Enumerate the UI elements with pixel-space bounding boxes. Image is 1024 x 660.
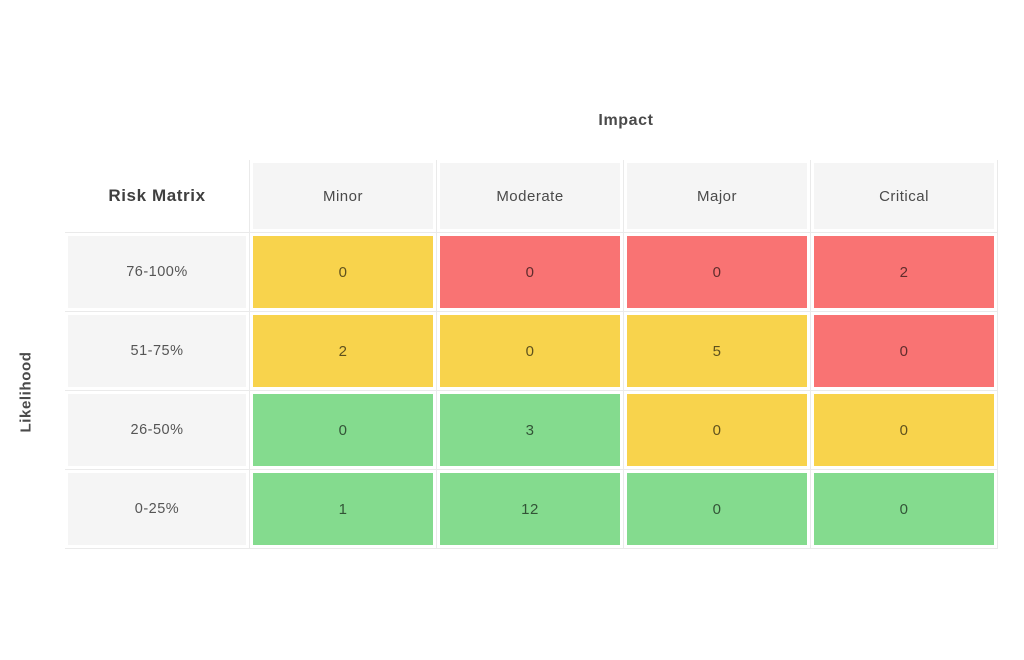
impact-axis-label: Impact: [598, 112, 654, 129]
matrix-header-row: Risk Matrix Minor Moderate Major Critica…: [65, 160, 998, 233]
matrix-cell[interactable]: 0: [253, 236, 433, 308]
matrix-cell[interactable]: 2: [814, 236, 994, 308]
matrix-cell[interactable]: 0: [627, 394, 807, 466]
row-label-76-100: 76-100%: [68, 236, 246, 308]
column-header-major: Major: [627, 163, 807, 229]
matrix-cell[interactable]: 5: [627, 315, 807, 387]
matrix-title: Risk Matrix: [65, 160, 250, 233]
matrix-cell[interactable]: 0: [627, 236, 807, 308]
matrix-row-26-50: 26-50% 0 3 0 0: [65, 391, 998, 470]
matrix-cell[interactable]: 0: [627, 473, 807, 545]
row-label-51-75: 51-75%: [68, 315, 246, 387]
matrix-cell[interactable]: 0: [814, 315, 994, 387]
matrix-row-76-100: 76-100% 0 0 0 2: [65, 233, 998, 312]
row-label-0-25: 0-25%: [68, 473, 246, 545]
column-header-minor: Minor: [253, 163, 433, 229]
matrix-cell[interactable]: 0: [440, 236, 620, 308]
matrix-cell[interactable]: 1: [253, 473, 433, 545]
likelihood-axis-label: Likelihood: [17, 351, 35, 433]
matrix-cell[interactable]: 2: [253, 315, 433, 387]
matrix-cell[interactable]: 12: [440, 473, 620, 545]
column-header-moderate: Moderate: [440, 163, 620, 229]
matrix-cell[interactable]: 0: [253, 394, 433, 466]
matrix-cell[interactable]: 0: [440, 315, 620, 387]
column-header-critical: Critical: [814, 163, 994, 229]
matrix-cell[interactable]: 0: [814, 394, 994, 466]
risk-matrix-table: Risk Matrix Minor Moderate Major Critica…: [65, 160, 998, 549]
matrix-row-51-75: 51-75% 2 0 5 0: [65, 312, 998, 391]
matrix-cell[interactable]: 0: [814, 473, 994, 545]
matrix-row-0-25: 0-25% 1 12 0 0: [65, 470, 998, 549]
matrix-cell[interactable]: 3: [440, 394, 620, 466]
row-label-26-50: 26-50%: [68, 394, 246, 466]
